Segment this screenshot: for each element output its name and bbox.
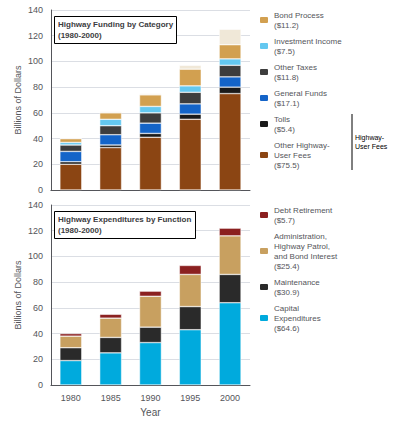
svg-text:Highway Expenditures by Functi: Highway Expenditures by Function — [58, 215, 191, 224]
svg-text:($17.1): ($17.1) — [274, 99, 300, 108]
svg-text:0: 0 — [38, 185, 43, 195]
svg-text:($64.6): ($64.6) — [274, 324, 300, 333]
svg-text:Other Taxes: Other Taxes — [274, 63, 317, 72]
svg-text:2000: 2000 — [220, 393, 240, 403]
svg-text:Billions of Dollars: Billions of Dollars — [13, 260, 23, 330]
svg-text:Tolls: Tolls — [274, 115, 290, 124]
svg-text:100: 100 — [28, 56, 43, 66]
svg-text:($11.2): ($11.2) — [274, 21, 299, 30]
svg-text:140: 140 — [28, 200, 43, 210]
svg-text:20: 20 — [33, 159, 43, 169]
svg-text:40: 40 — [33, 329, 43, 339]
svg-text:20: 20 — [33, 354, 43, 364]
svg-text:1985: 1985 — [101, 393, 121, 403]
svg-text:Debt Retirement: Debt Retirement — [274, 206, 333, 215]
svg-text:80: 80 — [33, 277, 43, 287]
svg-text:Capital: Capital — [274, 304, 299, 313]
svg-text:Highway Funding by Category: Highway Funding by Category — [58, 20, 174, 29]
svg-text:Other Highway-: Other Highway- — [274, 141, 330, 150]
svg-text:Highway-: Highway- — [355, 134, 385, 142]
svg-text:($11.8): ($11.8) — [274, 73, 299, 82]
svg-text:120: 120 — [28, 31, 43, 41]
svg-text:($5.4): ($5.4) — [274, 125, 295, 134]
svg-text:($30.9): ($30.9) — [274, 288, 300, 297]
svg-text:General Funds: General Funds — [274, 89, 327, 98]
svg-text:Year: Year — [140, 407, 161, 418]
svg-text:Maintenance: Maintenance — [274, 278, 320, 287]
svg-text:Highway Patrol,: Highway Patrol, — [274, 242, 330, 251]
svg-text:140: 140 — [28, 5, 43, 15]
svg-text:Bond Process: Bond Process — [274, 11, 324, 20]
svg-text:120: 120 — [28, 226, 43, 236]
svg-text:40: 40 — [33, 134, 43, 144]
svg-text:and Bond Interest: and Bond Interest — [274, 252, 338, 261]
svg-text:Investment Income: Investment Income — [274, 37, 342, 46]
svg-text:80: 80 — [33, 82, 43, 92]
svg-text:User Fees: User Fees — [274, 151, 311, 160]
svg-text:($5.7): ($5.7) — [274, 216, 295, 225]
svg-text:60: 60 — [33, 108, 43, 118]
svg-text:(1980-2000): (1980-2000) — [58, 31, 102, 40]
svg-text:0: 0 — [38, 380, 43, 390]
svg-text:Billions of Dollars: Billions of Dollars — [13, 65, 23, 135]
svg-text:User Fees: User Fees — [355, 143, 388, 150]
svg-text:($25.4): ($25.4) — [274, 262, 300, 271]
svg-text:(1980-2000): (1980-2000) — [58, 226, 102, 235]
svg-text:60: 60 — [33, 303, 43, 313]
svg-text:Expenditures: Expenditures — [274, 314, 321, 323]
svg-text:1990: 1990 — [140, 393, 160, 403]
svg-text:1995: 1995 — [180, 393, 200, 403]
svg-text:($75.5): ($75.5) — [274, 161, 300, 170]
svg-text:Administration,: Administration, — [274, 232, 327, 241]
svg-text:1980: 1980 — [61, 393, 81, 403]
svg-text:($7.5): ($7.5) — [274, 47, 295, 56]
svg-text:100: 100 — [28, 251, 43, 261]
